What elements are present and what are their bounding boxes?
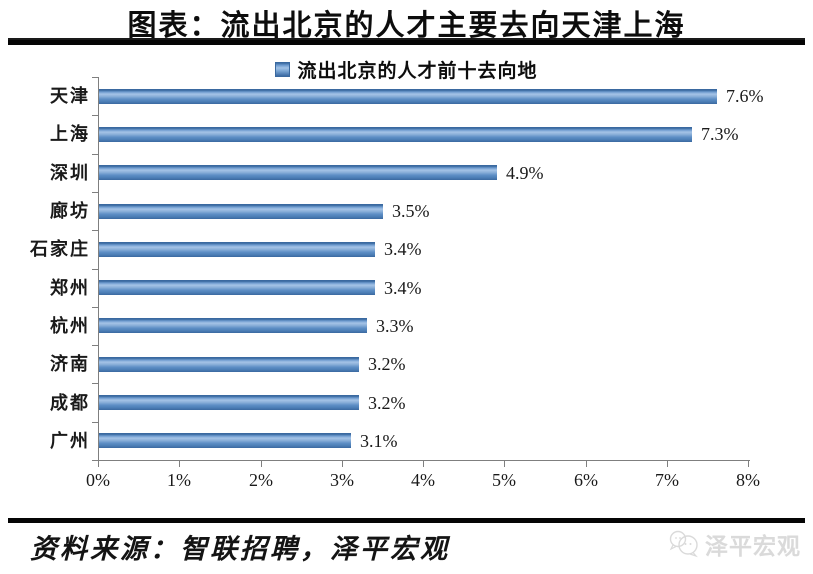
bar-广州 bbox=[99, 433, 351, 448]
x-axis-tick bbox=[98, 461, 99, 467]
value-label: 3.2% bbox=[368, 393, 406, 413]
x-axis-tick bbox=[586, 461, 587, 467]
bar-杭州 bbox=[99, 318, 367, 333]
source-note: 资料来源：智联招聘，泽平宏观 bbox=[30, 534, 450, 564]
watermark-label: 泽平宏观 bbox=[705, 533, 801, 559]
legend-label: 流出北京的人才前十去向地 bbox=[297, 61, 538, 82]
value-label: 3.5% bbox=[392, 201, 430, 221]
category-label: 杭州 bbox=[50, 316, 90, 336]
x-axis-tick-label: 7% bbox=[655, 470, 679, 490]
x-axis-tick-label: 5% bbox=[492, 470, 516, 490]
chart-legend: 流出北京的人才前十去向地 bbox=[0, 56, 813, 83]
bar-成都 bbox=[99, 395, 359, 410]
watermark: 泽平宏观 bbox=[667, 527, 801, 561]
y-axis-tick bbox=[92, 154, 98, 155]
value-label: 3.2% bbox=[368, 354, 406, 374]
bar-郑州 bbox=[99, 280, 375, 295]
category-label: 天津 bbox=[50, 86, 90, 106]
y-axis-tick bbox=[92, 115, 98, 116]
value-label: 3.4% bbox=[384, 278, 422, 298]
value-label: 4.9% bbox=[506, 163, 544, 183]
y-axis-tick bbox=[92, 77, 98, 78]
x-axis-tick bbox=[504, 461, 505, 467]
y-axis-tick bbox=[92, 192, 98, 193]
x-axis-line bbox=[92, 460, 750, 461]
bar-上海 bbox=[99, 127, 692, 142]
bar-济南 bbox=[99, 357, 359, 372]
bar-深圳 bbox=[99, 165, 497, 180]
bar-天津 bbox=[99, 89, 717, 104]
x-axis-tick-label: 0% bbox=[86, 470, 110, 490]
x-axis-tick bbox=[261, 461, 262, 467]
x-axis-tick-label: 6% bbox=[574, 470, 598, 490]
y-axis-tick bbox=[92, 269, 98, 270]
x-axis-tick bbox=[667, 461, 668, 467]
y-axis-tick bbox=[92, 460, 98, 461]
bar-石家庄 bbox=[99, 242, 375, 257]
x-axis-tick bbox=[423, 461, 424, 467]
legend-swatch-icon bbox=[275, 62, 291, 77]
value-label: 3.3% bbox=[376, 316, 414, 336]
value-label: 7.3% bbox=[701, 124, 739, 144]
category-label: 上海 bbox=[50, 124, 90, 144]
bar-廊坊 bbox=[99, 204, 383, 219]
value-label: 3.4% bbox=[384, 239, 422, 259]
x-axis-tick bbox=[748, 461, 749, 467]
y-axis-tick bbox=[92, 307, 98, 308]
top-divider bbox=[8, 40, 805, 45]
x-axis-tick-label: 2% bbox=[249, 470, 273, 490]
category-label: 深圳 bbox=[50, 163, 90, 183]
value-label: 3.1% bbox=[360, 431, 398, 451]
wechat-bubbles-icon bbox=[669, 530, 698, 558]
value-label: 7.6% bbox=[726, 86, 764, 106]
category-label: 济南 bbox=[50, 354, 90, 374]
x-axis-tick-label: 8% bbox=[736, 470, 760, 490]
y-axis-tick bbox=[92, 345, 98, 346]
category-label: 石家庄 bbox=[30, 239, 90, 259]
bottom-divider bbox=[8, 518, 805, 523]
y-axis-tick bbox=[92, 383, 98, 384]
category-label: 广州 bbox=[50, 431, 90, 451]
category-label: 成都 bbox=[50, 393, 90, 413]
y-axis-tick bbox=[92, 230, 98, 231]
y-axis-tick bbox=[92, 422, 98, 423]
y-axis-line bbox=[98, 77, 99, 461]
x-axis-tick bbox=[179, 461, 180, 467]
category-label: 郑州 bbox=[50, 278, 90, 298]
x-axis-tick bbox=[342, 461, 343, 467]
page-title: 图表：流出北京的人才主要去向天津上海 bbox=[127, 10, 686, 42]
x-axis-tick-label: 3% bbox=[330, 470, 354, 490]
x-axis-tick-label: 1% bbox=[167, 470, 191, 490]
x-axis-tick-label: 4% bbox=[411, 470, 435, 490]
category-label: 廊坊 bbox=[50, 201, 90, 221]
